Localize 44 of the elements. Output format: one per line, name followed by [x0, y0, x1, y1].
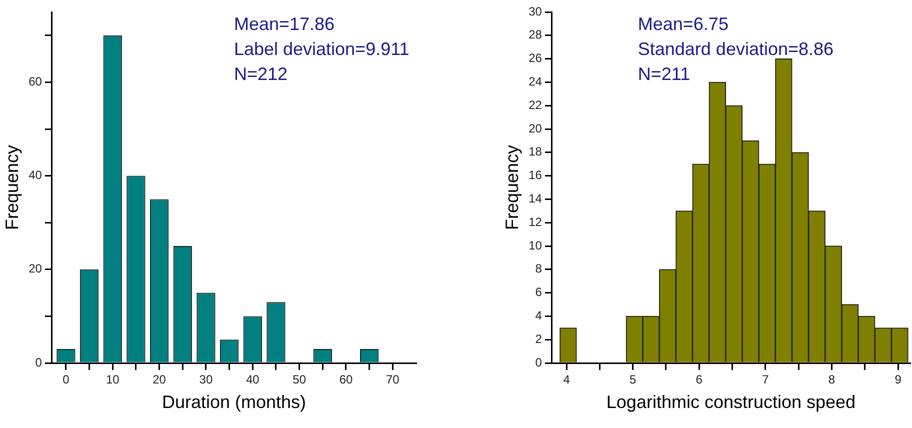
y-tick-label: 2 [535, 332, 542, 346]
x-tick-label: 4 [563, 372, 570, 387]
y-tick-label: 26 [528, 51, 542, 66]
y-tick-label: 20 [28, 262, 42, 276]
y-tick-label: 20 [528, 121, 542, 136]
annotation: N=212 [234, 64, 288, 84]
y-axis-title: Frequency [2, 144, 22, 230]
x-tick-label: 30 [199, 372, 213, 387]
y-tick-label: 0 [535, 355, 542, 370]
x-axis-title: Logarithmic construction speed [606, 392, 856, 412]
y-tick-label: 6 [535, 285, 542, 300]
annotation: Mean=17.86 [234, 14, 335, 34]
y-tick-label: 40 [28, 168, 42, 182]
annotation: Standard deviation=8.86 [638, 38, 834, 59]
y-tick-label: 4 [535, 308, 542, 323]
x-tick-label: 60 [339, 372, 353, 387]
y-axis-title: Frequency [502, 144, 522, 230]
x-tick-label: 9 [894, 372, 902, 387]
x-tick-label: 7 [762, 372, 770, 387]
x-tick-label: 0 [62, 372, 70, 387]
x-tick-label: 6 [696, 372, 703, 387]
y-tick-label: 12 [528, 214, 542, 229]
annotation: Label deviation=9.911 [234, 38, 410, 59]
annotation: Mean=6.75 [638, 14, 728, 34]
y-tick-label: 24 [528, 74, 542, 89]
y-tick-label: 18 [528, 144, 542, 159]
y-tick-label: 60 [28, 74, 42, 89]
y-tick-label: 10 [528, 238, 542, 252]
x-tick-label: 8 [828, 372, 836, 387]
y-tick-label: 28 [528, 28, 542, 42]
y-tick-label: 8 [535, 262, 542, 276]
y-tick-label: 0 [35, 355, 42, 370]
x-tick-label: 40 [246, 372, 260, 387]
x-tick-label: 70 [386, 372, 400, 387]
x-tick-label: 10 [106, 372, 120, 387]
x-axis-title: Duration (months) [162, 392, 306, 412]
annotation: N=211 [638, 64, 690, 84]
y-tick-label: 14 [528, 192, 542, 206]
y-tick-label: 30 [528, 4, 542, 18]
x-tick-label: 5 [629, 372, 636, 387]
y-tick-label: 22 [528, 98, 542, 112]
y-tick-label: 16 [528, 168, 542, 182]
x-tick-label: 50 [292, 372, 306, 387]
x-tick-label: 20 [152, 372, 166, 387]
